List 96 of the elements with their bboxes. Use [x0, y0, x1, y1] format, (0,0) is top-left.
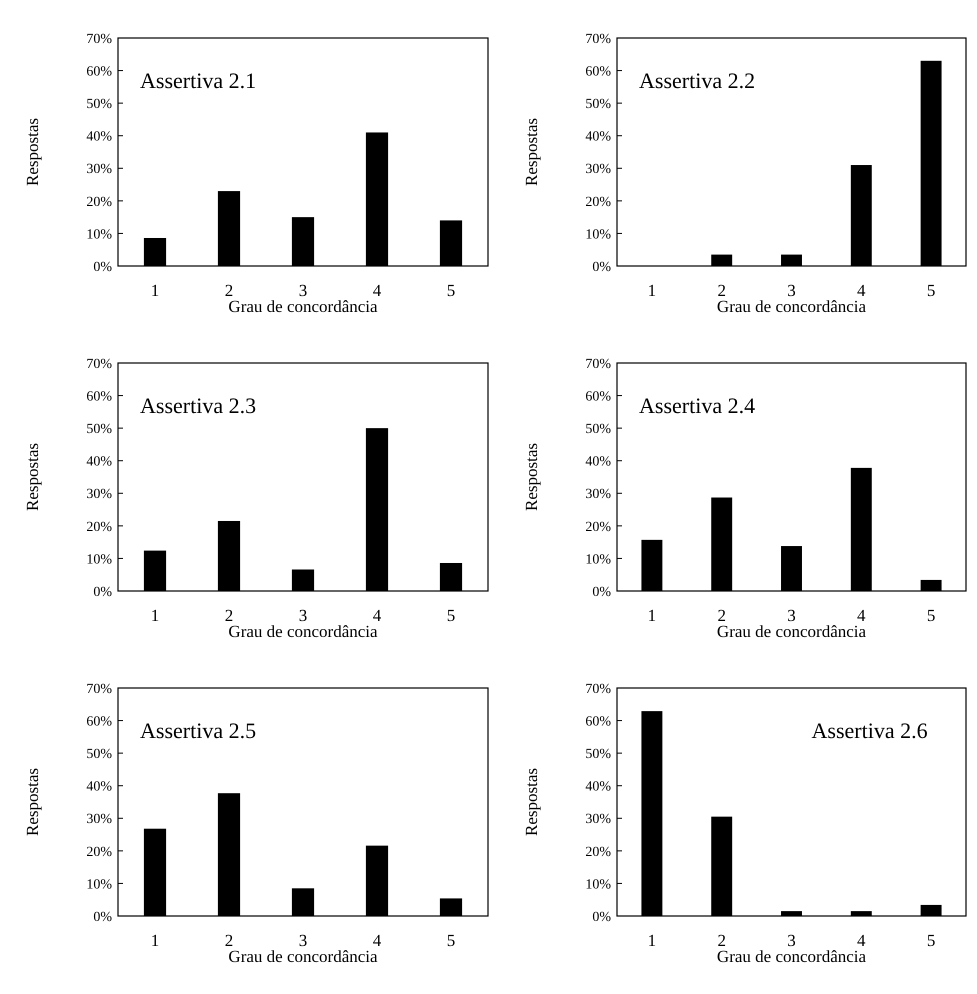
x-tick-label: 5 [926, 281, 936, 300]
x-tick-label: 3 [787, 931, 796, 950]
y-axis-title: Respostas [522, 443, 541, 511]
x-tick-label: 1 [648, 931, 656, 950]
x-tick-label: 2 [717, 931, 726, 950]
y-tick-label: 50% [86, 422, 112, 438]
y-tick-label: 30% [585, 487, 612, 502]
y-tick-label: 0% [93, 910, 112, 925]
x-tick-label: 2 [717, 281, 726, 300]
text: Assertiva 2.2 [639, 68, 756, 93]
y-tick-label: 40% [585, 454, 612, 470]
y-tick-label: 40% [585, 780, 612, 795]
x-axis-title: Grau de concordância [716, 622, 867, 641]
y-tick-label: 20% [585, 520, 612, 535]
y-tick-label: 40% [86, 454, 112, 470]
x-tick-label: 4 [372, 281, 382, 300]
y-tick-label: 50% [585, 747, 612, 762]
x-tick-label: 5 [926, 931, 936, 950]
y-axis-title: Respostas [23, 118, 42, 186]
y-axis-title: Respostas [522, 768, 541, 836]
y-tick-label: 70% [585, 32, 612, 47]
y-tick-label: 30% [86, 812, 112, 828]
y-tick-label: 20% [86, 520, 112, 535]
y-axis-title: Respostas [522, 118, 541, 186]
x-tick-label: 4 [372, 606, 382, 625]
x-tick-label: 2 [717, 606, 726, 625]
y-tick-label: 20% [585, 194, 612, 210]
y-tick-label: 70% [585, 682, 612, 697]
x-tick-label: 3 [298, 931, 308, 950]
y-tick-label: 60% [86, 714, 112, 730]
x-tick-label: 4 [372, 931, 382, 950]
x-tick-label: 4 [857, 281, 866, 300]
x-tick-label: 4 [857, 606, 866, 625]
y-tick-label: 30% [585, 812, 612, 828]
y-axis-title: Respostas [23, 768, 42, 836]
y-tick-label: 70% [86, 32, 112, 47]
x-axis-title: Grau de concordância [716, 947, 867, 966]
y-tick-label: 10% [585, 552, 612, 568]
y-tick-label: 40% [86, 780, 112, 795]
text: Assertiva 2.1 [140, 68, 256, 93]
x-axis-title: Grau de concordância [716, 297, 867, 316]
x-axis-title: Grau de concordância [228, 947, 378, 966]
y-tick-label: 10% [585, 877, 612, 892]
y-axis-title: Respostas [23, 443, 42, 511]
y-tick-label: 40% [585, 130, 612, 145]
text: Assertiva 2.4 [639, 393, 756, 418]
y-tick-label: 50% [585, 97, 612, 112]
x-tick-label: 2 [224, 931, 234, 950]
x-tick-label: 1 [150, 931, 160, 950]
x-axis-title: Grau de concordância [228, 297, 378, 316]
x-tick-label: 5 [926, 606, 936, 625]
y-tick-label: 30% [86, 162, 112, 178]
y-tick-label: 20% [86, 844, 112, 860]
y-tick-label: 20% [585, 844, 612, 860]
y-tick-label: 70% [585, 356, 612, 372]
y-tick-label: 0% [93, 584, 112, 600]
y-tick-label: 0% [592, 910, 612, 925]
y-tick-label: 10% [86, 877, 112, 892]
y-tick-label: 10% [86, 552, 112, 568]
y-tick-label: 60% [585, 389, 612, 404]
y-tick-label: 30% [86, 487, 112, 502]
x-axis-title: Grau de concordância [228, 622, 378, 641]
x-tick-label: 1 [150, 606, 160, 625]
y-tick-label: 0% [93, 260, 112, 275]
y-tick-label: 70% [86, 356, 112, 372]
y-tick-label: 40% [86, 130, 112, 145]
x-tick-label: 3 [787, 606, 796, 625]
y-tick-label: 60% [86, 64, 112, 80]
x-tick-label: 5 [446, 931, 456, 950]
x-tick-label: 4 [857, 931, 866, 950]
text: Assertiva 2.6 [812, 718, 928, 743]
text: Assertiva 2.3 [140, 393, 256, 418]
x-tick-label: 3 [298, 281, 308, 300]
x-tick-label: 5 [446, 606, 456, 625]
x-tick-label: 3 [298, 606, 308, 625]
y-tick-label: 0% [592, 584, 612, 600]
y-tick-label: 60% [86, 389, 112, 404]
y-tick-label: 60% [585, 714, 612, 730]
y-tick-label: 10% [86, 227, 112, 242]
x-tick-label: 1 [150, 281, 160, 300]
y-tick-label: 50% [86, 97, 112, 112]
y-tick-label: 50% [86, 747, 112, 762]
x-tick-label: 5 [446, 281, 456, 300]
y-tick-label: 0% [592, 260, 612, 275]
y-tick-label: 30% [585, 162, 612, 178]
x-tick-label: 1 [648, 281, 656, 300]
y-tick-label: 70% [86, 682, 112, 697]
y-tick-label: 50% [585, 422, 612, 438]
x-tick-label: 3 [787, 281, 796, 300]
x-tick-label: 1 [648, 606, 656, 625]
x-tick-label: 2 [224, 606, 234, 625]
x-tick-label: 2 [224, 281, 234, 300]
y-tick-label: 10% [585, 227, 612, 242]
text: Assertiva 2.5 [140, 718, 256, 743]
y-tick-label: 60% [585, 64, 612, 80]
y-tick-label: 20% [86, 194, 112, 210]
